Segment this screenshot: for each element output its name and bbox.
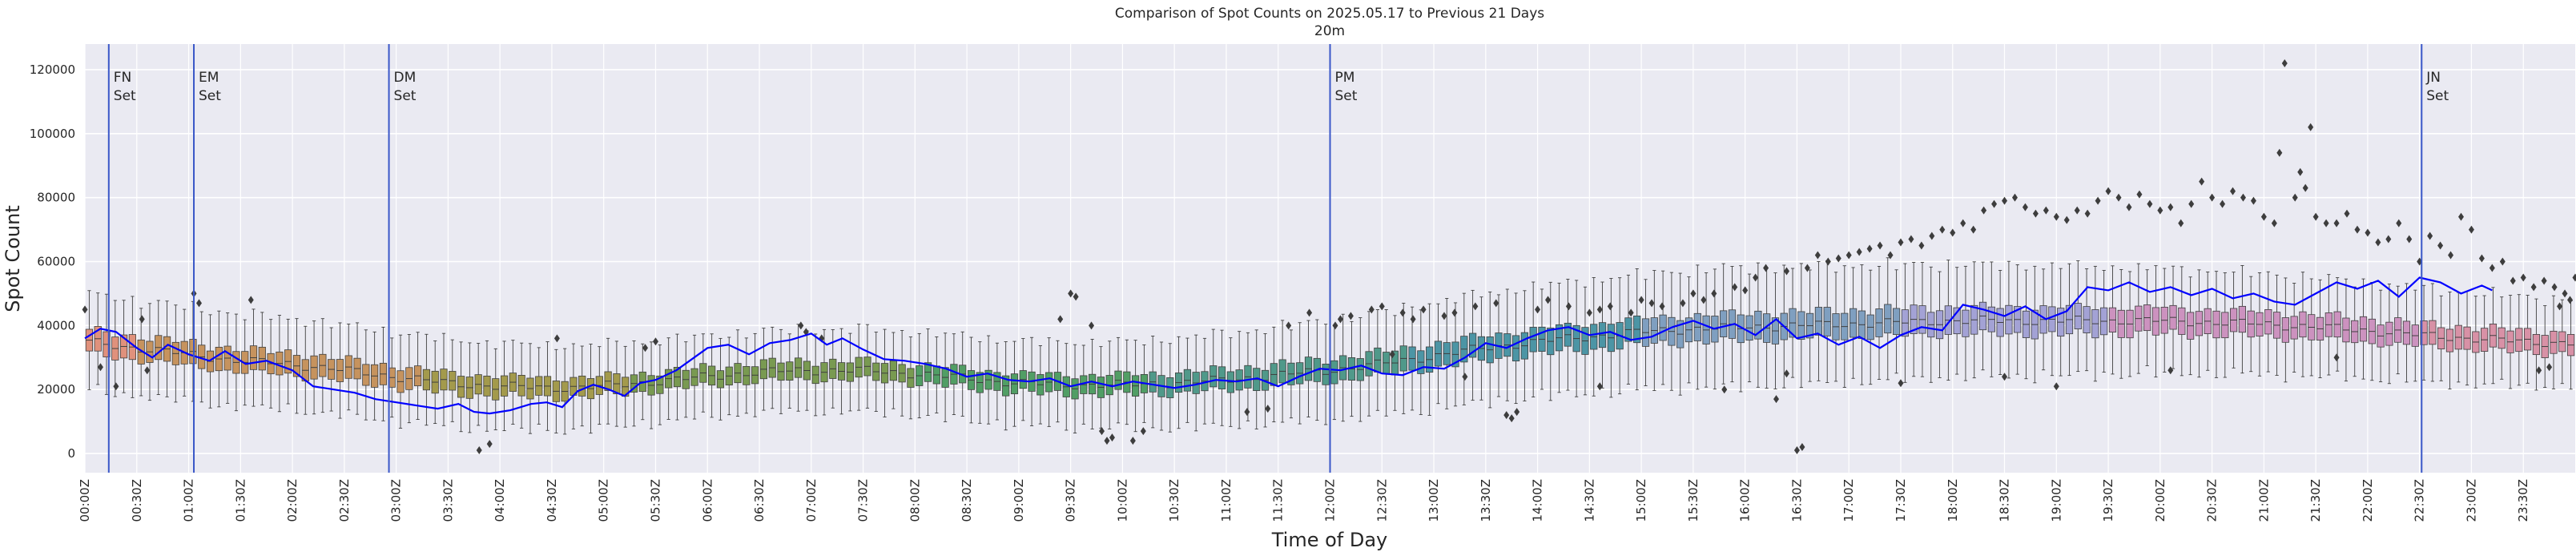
x-tick-label: 22:00Z — [2361, 479, 2375, 522]
x-tick-label: 16:30Z — [1789, 479, 1804, 522]
x-tick-label: 01:30Z — [233, 479, 248, 522]
x-tick-label: 17:30Z — [1894, 479, 1908, 522]
y-tick-label: 0 — [67, 446, 75, 461]
chart-title: Comparison of Spot Counts on 2025.05.17 … — [1115, 6, 1544, 22]
x-tick-label: 16:00Z — [1738, 479, 1753, 522]
x-tick-label: 06:00Z — [700, 479, 714, 522]
x-tick-label: 17:00Z — [1841, 479, 1856, 522]
x-tick-label: 18:30Z — [1998, 479, 2012, 522]
x-tick-label: 13:00Z — [1427, 479, 1441, 522]
marker-label-line1: EM — [199, 70, 219, 86]
x-tick-label: 13:30Z — [1479, 479, 1493, 522]
x-axis-ticks: 00:00Z 00:30Z 01:00Z 01:30Z 02:00Z 02:30Z 03:0… — [78, 479, 2530, 522]
x-tick-label: 23:30Z — [2516, 479, 2530, 522]
y-tick-label: 60000 — [37, 254, 75, 268]
x-tick-label: 07:00Z — [804, 479, 819, 522]
marker-label-line2: Set — [199, 88, 221, 104]
x-tick-label: 09:00Z — [1012, 479, 1026, 522]
x-tick-label: 21:00Z — [2256, 479, 2271, 522]
x-tick-label: 15:00Z — [1634, 479, 1648, 522]
x-tick-label: 19:00Z — [2049, 479, 2063, 522]
y-tick-label: 40000 — [37, 318, 75, 332]
x-tick-label: 09:30Z — [1064, 479, 1078, 522]
x-tick-label: 14:30Z — [1582, 479, 1596, 522]
x-tick-label: 04:30Z — [545, 479, 559, 522]
y-tick-label: 20000 — [37, 382, 75, 397]
x-tick-label: 05:30Z — [648, 479, 662, 522]
x-tick-label: 10:30Z — [1167, 479, 1181, 522]
marker-label-line1: FN — [114, 70, 132, 86]
x-tick-label: 06:30Z — [752, 479, 767, 522]
marker-label-line2: Set — [1335, 88, 1358, 104]
x-tick-label: 07:30Z — [856, 479, 871, 522]
y-tick-label: 120000 — [30, 62, 75, 77]
x-tick-label: 12:30Z — [1375, 479, 1389, 522]
x-tick-label: 03:30Z — [441, 479, 455, 522]
y-axis-ticks: 0 20000 40000 60000 80000 100000 120000 — [30, 62, 75, 461]
x-tick-label: 18:00Z — [1946, 479, 1960, 522]
x-tick-label: 05:00Z — [597, 479, 611, 522]
x-tick-label: 00:30Z — [130, 479, 144, 522]
x-tick-label: 03:00Z — [389, 479, 404, 522]
x-tick-label: 08:30Z — [960, 479, 974, 522]
marker-label-line1: PM — [1335, 70, 1355, 86]
x-tick-label: 01:00Z — [182, 479, 196, 522]
marker-label-line2: Set — [394, 88, 417, 104]
chart-subtitle: 20m — [1314, 23, 1345, 39]
x-tick-label: 11:00Z — [1219, 479, 1234, 522]
x-tick-label: 02:00Z — [285, 479, 300, 522]
x-tick-label: 20:30Z — [2205, 479, 2220, 522]
y-tick-label: 80000 — [37, 191, 75, 205]
x-tick-label: 04:00Z — [493, 479, 507, 522]
y-axis-label: Spot Count — [2, 205, 24, 312]
x-tick-label: 08:00Z — [908, 479, 922, 522]
marker-label-line2: Set — [114, 88, 136, 104]
marker-label-line1: DM — [394, 70, 417, 86]
x-tick-label: 22:30Z — [2413, 479, 2427, 522]
x-tick-label: 00:00Z — [78, 479, 92, 522]
x-tick-label: 12:00Z — [1323, 479, 1338, 522]
y-tick-label: 100000 — [30, 127, 75, 141]
x-tick-label: 14:00Z — [1531, 479, 1545, 522]
x-tick-label: 02:30Z — [337, 479, 352, 522]
x-tick-label: 19:30Z — [2101, 479, 2115, 522]
x-tick-label: 11:30Z — [1271, 479, 1286, 522]
x-axis-label: Time of Day — [1271, 529, 1388, 551]
marker-label-line1: JN — [2425, 70, 2441, 86]
x-tick-label: 21:30Z — [2308, 479, 2323, 522]
x-tick-label: 15:30Z — [1686, 479, 1701, 522]
x-tick-label: 23:00Z — [2464, 479, 2478, 522]
marker-label-line2: Set — [2426, 88, 2449, 104]
x-tick-label: 20:00Z — [2153, 479, 2167, 522]
x-tick-label: 10:00Z — [1115, 479, 1129, 522]
